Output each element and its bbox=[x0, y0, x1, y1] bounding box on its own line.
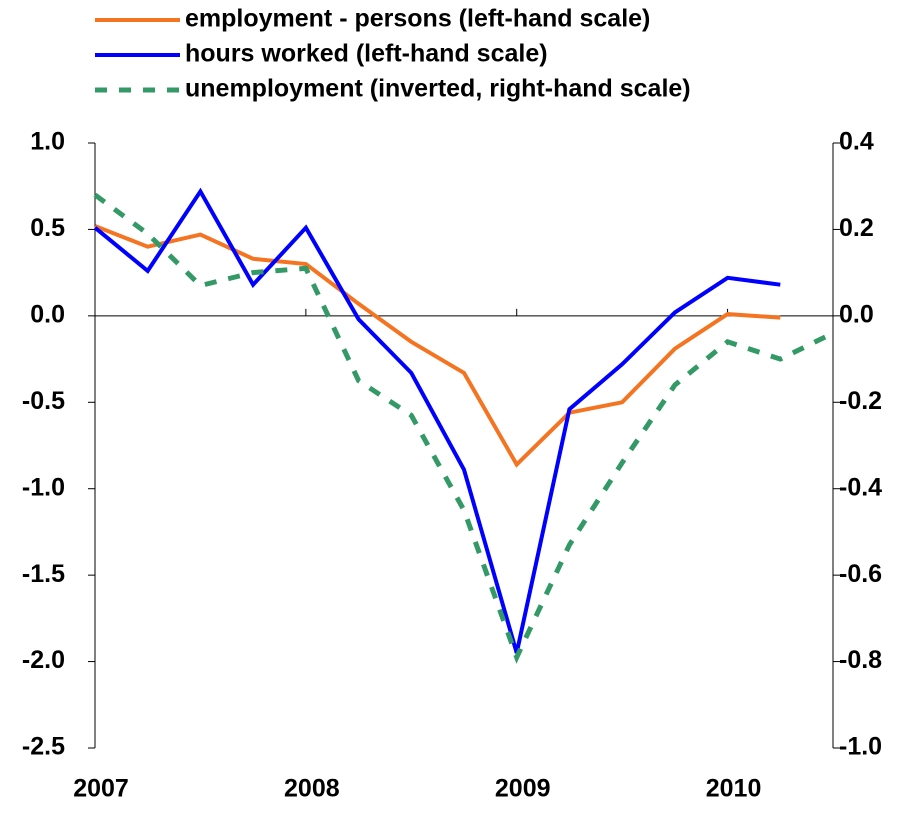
legend-label: unemployment (inverted, right-hand scale… bbox=[185, 75, 691, 103]
y-tick-label: 1.0 bbox=[30, 128, 65, 156]
y-tick-label: -2.5 bbox=[22, 733, 65, 761]
y-tick-label: -1.0 bbox=[22, 473, 65, 501]
series-line bbox=[94, 224, 781, 468]
y2-tick-label: 0.0 bbox=[839, 300, 874, 328]
y-tick-label: -2.0 bbox=[22, 646, 65, 674]
y2-tick-label: -0.6 bbox=[839, 560, 882, 588]
y-tick-label: -0.5 bbox=[22, 387, 65, 415]
y2-tick-label: 0.4 bbox=[839, 128, 874, 156]
x-tick-label: 2007 bbox=[73, 775, 129, 803]
y-tick-label: -1.5 bbox=[22, 560, 65, 588]
x-tick-label: 2010 bbox=[706, 775, 762, 803]
y2-tick-label: -1.0 bbox=[839, 733, 882, 761]
y-tick-label: 0.5 bbox=[30, 214, 65, 242]
x-tick-label: 2009 bbox=[495, 775, 551, 803]
y2-tick-label: 0.2 bbox=[839, 214, 874, 242]
y-tick-label: 0.0 bbox=[30, 300, 65, 328]
legend-label: employment - persons (left-hand scale) bbox=[185, 5, 650, 33]
legend-label: hours worked (left-hand scale) bbox=[185, 40, 548, 68]
series-line bbox=[93, 187, 781, 654]
y2-tick-label: -0.4 bbox=[839, 473, 882, 501]
x-tick-label: 2008 bbox=[284, 775, 340, 803]
y2-tick-label: -0.8 bbox=[839, 646, 882, 674]
series-line bbox=[93, 192, 835, 664]
y2-tick-label: -0.2 bbox=[839, 387, 882, 415]
